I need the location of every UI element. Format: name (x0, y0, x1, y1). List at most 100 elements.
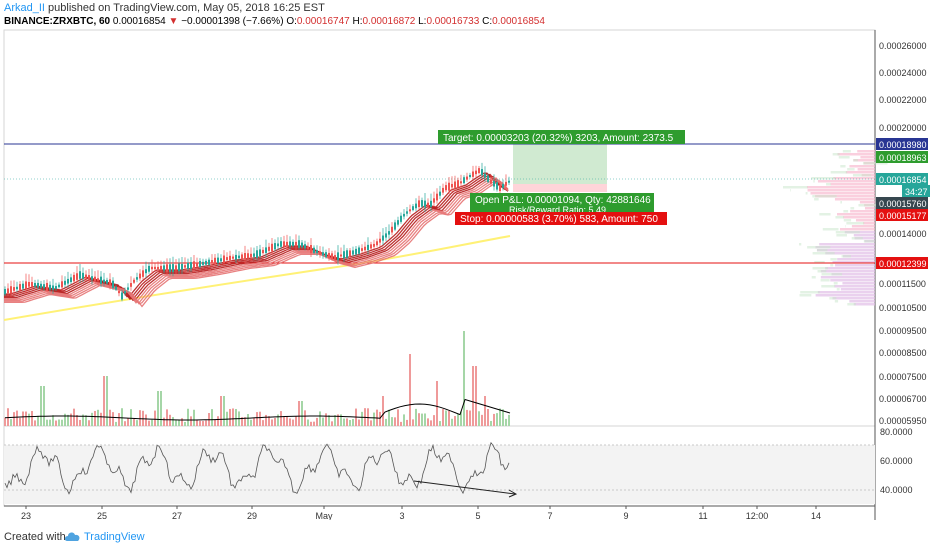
candle (406, 211, 408, 214)
volume-profile-row (833, 177, 875, 180)
volume-profile-row (821, 273, 843, 276)
candle (382, 235, 384, 241)
volume-profile-row (842, 150, 851, 153)
volume-bar (97, 409, 99, 426)
candle (115, 286, 117, 290)
candle (190, 262, 192, 269)
volume-bar (472, 366, 474, 426)
volume-bar (313, 421, 315, 426)
candle (82, 272, 84, 279)
volume-bar (403, 414, 405, 426)
volume-profile-row (844, 231, 875, 234)
volume-bar (190, 416, 192, 426)
volume-profile-row (849, 300, 875, 303)
volume-bar (82, 414, 84, 426)
candle (391, 226, 393, 233)
volume-bar (154, 410, 156, 426)
candle (199, 261, 201, 267)
publish-line: Arkad_II published on TradingView.com, M… (4, 2, 325, 14)
volume-bar (448, 410, 450, 426)
volume-profile-row (858, 204, 882, 207)
volume-bar (49, 419, 51, 426)
volume-profile-row (838, 156, 850, 159)
candle (88, 275, 90, 280)
main-pane-frame (3, 29, 876, 427)
volume-bar (427, 418, 429, 426)
price-tag-label: 0.00012399 (879, 259, 927, 269)
target-label-box[interactable] (438, 130, 685, 144)
volume-profile-row (814, 198, 819, 201)
volume-profile-row (820, 276, 875, 279)
volume-bar (118, 413, 120, 426)
volume-bar (481, 414, 483, 426)
volume-bar (334, 415, 336, 426)
volume-bar (40, 386, 42, 426)
volume-profile-row (805, 192, 808, 195)
candle (7, 288, 9, 294)
time-axis-label: 29 (247, 511, 257, 520)
volume-bar (382, 396, 384, 426)
volume-bar (463, 331, 465, 426)
volume-bar (31, 410, 33, 426)
price-axis-label: 0.00005950 (879, 416, 927, 426)
price-axis[interactable]: 0.00026000 0.00024000 0.00022000 0.00020000… (879, 41, 927, 426)
price-chart[interactable]: Target: 0.00003203 (20.32%) 3203, Amount… (0, 0, 932, 520)
volume-bar (178, 419, 180, 426)
volume-bar (322, 417, 324, 426)
volume-bar (52, 415, 54, 426)
rsi-axis[interactable]: 80.0000 60.0000 40.0000 (880, 427, 913, 495)
target-zone (513, 144, 607, 184)
volume-bar (394, 417, 396, 426)
volume-bar (274, 417, 276, 426)
stop-label-box[interactable] (455, 212, 667, 225)
candle (166, 264, 168, 272)
volume-profile-row (834, 300, 839, 303)
candle (121, 292, 123, 300)
candle (445, 185, 447, 191)
volume-bar (223, 396, 225, 426)
volume-bar (346, 418, 348, 426)
volume-profile-row (790, 189, 791, 192)
volume-bar (76, 414, 78, 426)
volume-profile (783, 150, 888, 306)
candle (319, 251, 321, 255)
volume-bar (241, 417, 243, 426)
rsi-axis-label: 60.0000 (880, 456, 913, 466)
symbol-label: BINANCE:ZRXBTC, 60 (4, 16, 111, 27)
candle (394, 222, 396, 230)
candle (64, 280, 66, 285)
volume-bar (286, 416, 288, 426)
volume-bar (160, 391, 162, 426)
ema-line (4, 179, 509, 305)
candle (484, 173, 486, 178)
candle (499, 184, 501, 192)
candle (67, 278, 69, 284)
volume-bar (7, 408, 9, 426)
volume-bar (487, 409, 489, 426)
price-tags: 0.00018980 0.00018963 0.00016854 34:27 0.000… (876, 138, 930, 269)
candle (508, 180, 510, 183)
tradingview-brand-link[interactable]: TradingView (84, 531, 145, 543)
volume-bar (115, 421, 117, 426)
price-axis-label: 0.00006700 (879, 394, 927, 404)
stop-label: Stop: 0.00000583 (3.70%) 583, Amount: 75… (460, 214, 658, 225)
candle (268, 246, 270, 251)
volume-bar (451, 418, 453, 426)
candle (283, 241, 285, 247)
author-link[interactable]: Arkad_II (4, 2, 45, 14)
volume-profile-row (853, 303, 875, 306)
volume-profile-row (807, 246, 831, 249)
volume-bar (250, 419, 252, 426)
time-axis-label: 23 (21, 511, 31, 520)
candle (163, 265, 165, 271)
volume-bar (424, 413, 426, 426)
ema-ribbon (4, 172, 509, 308)
time-axis[interactable]: 23 25 27 29 May 3 5 7 9 11 12:00 14 (21, 506, 821, 520)
open-pl-box[interactable] (470, 193, 654, 206)
volume-bar (175, 420, 177, 426)
volume-bar (220, 396, 222, 426)
volume-bar (340, 414, 342, 426)
volume-bar (457, 413, 459, 426)
price-tag-label: 0.00018980 (879, 140, 927, 150)
down-arrow-icon: ▼ (168, 16, 179, 27)
